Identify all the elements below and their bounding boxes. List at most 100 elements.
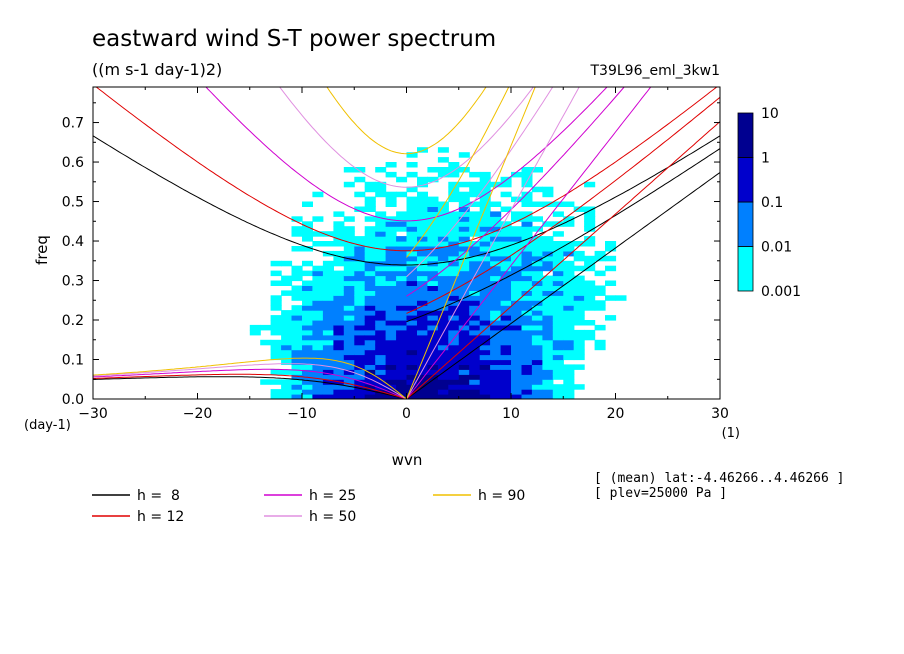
heatmap-cell (469, 280, 481, 286)
heatmap-cell (542, 250, 554, 257)
heatmap-cell (406, 211, 418, 217)
heatmap-cell (511, 226, 523, 232)
heatmap-cell (511, 171, 523, 178)
heatmap-cell (364, 201, 376, 207)
heatmap-cell (322, 334, 334, 341)
heatmap-cell (417, 359, 428, 365)
note-latitude: [ (mean) lat:-4.46266..4.46266 ] (594, 471, 845, 486)
heatmap-cell (542, 369, 554, 375)
heatmap-cell (417, 389, 428, 395)
heatmap-cell (531, 374, 543, 380)
heatmap-cell (552, 364, 564, 370)
heatmap-cell (479, 186, 491, 193)
heatmap-cell (427, 334, 439, 341)
heatmap-cell (490, 324, 502, 331)
heatmap-cell (584, 206, 596, 212)
heatmap-cell (437, 359, 449, 365)
heatmap-cell (396, 176, 408, 183)
heatmap-cell (322, 324, 334, 331)
heatmap-cell (385, 250, 397, 257)
heatmap-cell (531, 354, 543, 361)
heatmap-cell (500, 181, 512, 188)
heatmap-cell (375, 384, 387, 390)
heatmap-cell (479, 270, 491, 277)
heatmap-cell (375, 167, 387, 173)
heatmap-cell (396, 384, 408, 390)
heatmap-cell (427, 300, 439, 306)
heatmap-cell (542, 221, 554, 227)
heatmap-cell (354, 339, 366, 346)
heatmap-cell (448, 162, 460, 168)
x-tick-label: −30 (78, 406, 108, 422)
y-tick-label: 0.5 (62, 195, 84, 211)
heatmap-cell (333, 275, 345, 282)
heatmap-cell (375, 300, 387, 306)
heatmap-cell (406, 221, 418, 227)
colorbar-label: 10 (761, 106, 779, 122)
heatmap-cell (437, 246, 449, 252)
heatmap-cell (417, 315, 428, 321)
heatmap-cell (364, 354, 376, 361)
heatmap-cell (291, 320, 303, 326)
heatmap-cell (312, 329, 324, 336)
heatmap-cell (333, 280, 345, 286)
heatmap-cell (563, 290, 575, 296)
heatmap-cell (437, 206, 449, 212)
heatmap-cell (448, 171, 460, 178)
dispersion-line (205, 87, 608, 222)
heatmap-cell (469, 255, 481, 262)
heatmap-cell (302, 280, 313, 286)
heatmap-cell (312, 280, 324, 286)
heatmap-cell (500, 374, 512, 380)
heatmap-cell (448, 349, 460, 356)
heatmap-cell (531, 295, 543, 301)
heatmap-cell (584, 255, 596, 262)
heatmap-cell (490, 394, 502, 399)
heatmap-cell (490, 320, 502, 326)
heatmap-cell (500, 275, 512, 282)
dispersion-line (406, 87, 510, 258)
heatmap-cell (584, 241, 596, 247)
heatmap-cell (364, 231, 376, 237)
heatmap-cell (542, 389, 554, 395)
heatmap-cell (531, 265, 543, 272)
heatmap-cell (312, 265, 324, 272)
heatmap-cell (312, 324, 324, 331)
heatmap-cell (396, 236, 408, 242)
heatmap-cell (375, 270, 387, 277)
heatmap-cell (563, 349, 575, 356)
x-tick-label: 10 (502, 406, 520, 422)
heatmap-cell (448, 231, 460, 237)
heatmap-cell (385, 310, 397, 316)
heatmap-cell (437, 324, 449, 331)
heatmap-cell (302, 379, 313, 385)
heatmap-cell (302, 394, 313, 399)
heatmap-cell (458, 364, 470, 370)
heatmap-cell (343, 216, 355, 222)
heatmap-cell (573, 339, 585, 346)
heatmap-cell (542, 354, 554, 361)
heatmap-cell (364, 315, 376, 321)
heatmap-cell (531, 394, 543, 399)
heatmap-cell (500, 369, 512, 375)
heatmap-cell (385, 221, 397, 227)
heatmap-cell (417, 250, 428, 257)
heatmap-cell (500, 270, 512, 277)
heatmap-cell (437, 300, 449, 306)
heatmap-cell (448, 167, 460, 173)
colorbar-label: 0.001 (761, 284, 801, 300)
heatmap-cell (500, 334, 512, 341)
heatmap-cell (291, 329, 303, 336)
y-tick-label: 0.1 (62, 353, 84, 369)
heatmap-cell (354, 344, 366, 351)
heatmap-cell (458, 201, 470, 207)
heatmap-cell (552, 384, 564, 390)
heatmap-cell (458, 181, 470, 188)
heatmap-cell (385, 260, 397, 267)
heatmap-cell (354, 349, 366, 356)
heatmap-cell (343, 310, 355, 316)
dispersion-line (93, 135, 720, 266)
heatmap-cell (469, 374, 481, 380)
heatmap-cell (437, 344, 449, 351)
heatmap-cell (343, 349, 355, 356)
